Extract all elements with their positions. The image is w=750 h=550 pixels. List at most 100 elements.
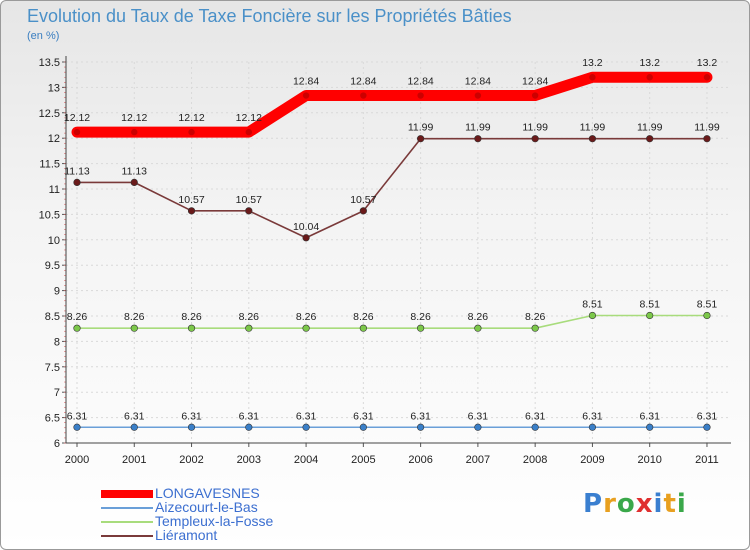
data-label-li-ramont: 11.99 (580, 122, 606, 134)
legend-swatch (101, 490, 153, 498)
series-layer (71, 71, 713, 431)
y-tick-label: 13.5 (39, 57, 60, 69)
data-point-templeux-la-fosse (302, 324, 310, 332)
data-point-li-ramont (531, 135, 539, 143)
data-label-longavesnes: 12.84 (350, 76, 376, 88)
x-tick-label: 2004 (294, 454, 318, 466)
data-label-aizecourt-le-bas: 6.31 (124, 410, 145, 422)
data-point-templeux-la-fosse (703, 311, 711, 320)
legend-swatch (101, 521, 153, 523)
data-point-longavesnes (703, 74, 711, 81)
y-tick-label: 6 (54, 438, 60, 450)
y-tick-label: 12 (48, 133, 60, 145)
data-label-aizecourt-le-bas: 6.31 (468, 410, 489, 422)
data-label-aizecourt-le-bas: 6.31 (697, 410, 718, 422)
y-tick-label: 12.5 (39, 108, 60, 120)
logo-letter: o (616, 489, 636, 519)
y-tick-label: 10 (48, 235, 60, 247)
data-point-aizecourt-le-bas (73, 423, 81, 431)
data-label-templeux-la-fosse: 8.26 (239, 311, 260, 323)
logo-letter: r (603, 489, 617, 519)
data-label-templeux-la-fosse: 8.51 (697, 298, 718, 310)
data-point-templeux-la-fosse (417, 324, 425, 332)
data-point-aizecourt-le-bas (302, 423, 310, 431)
data-label-li-ramont: 11.13 (64, 165, 90, 177)
data-label-longavesnes: 12.84 (407, 76, 433, 88)
data-point-longavesnes (589, 74, 596, 81)
data-point-longavesnes (531, 92, 539, 99)
data-label-li-ramont: 11.13 (122, 165, 148, 177)
data-point-li-ramont (130, 178, 138, 186)
data-label-templeux-la-fosse: 8.26 (124, 311, 145, 323)
x-tick-label: 2007 (466, 454, 490, 466)
data-point-longavesnes (417, 92, 424, 99)
data-point-templeux-la-fosse (588, 311, 597, 320)
data-point-li-ramont (417, 135, 425, 143)
data-label-longavesnes: 12.12 (178, 112, 204, 124)
data-label-li-ramont: 11.99 (637, 122, 663, 134)
y-tick-label: 8 (54, 336, 60, 348)
data-point-aizecourt-le-bas (703, 423, 711, 431)
data-label-aizecourt-le-bas: 6.31 (525, 410, 546, 422)
data-label-aizecourt-le-bas: 6.31 (410, 410, 431, 422)
data-point-li-ramont (359, 207, 367, 215)
data-label-li-ramont: 10.57 (350, 194, 376, 206)
data-point-templeux-la-fosse (359, 324, 367, 332)
y-tick-label: 13 (48, 82, 60, 94)
data-label-longavesnes: 12.12 (64, 112, 90, 124)
data-label-templeux-la-fosse: 8.51 (582, 298, 603, 310)
data-label-templeux-la-fosse: 8.26 (353, 311, 374, 323)
data-labels: 6.31 6.31 6.31 6.31 6.31 6.31 6.31 6.31 6.31 6.31… (64, 57, 720, 422)
data-label-aizecourt-le-bas: 6.31 (296, 410, 317, 422)
chart-title: Evolution du Taux de Taxe Foncière sur l… (27, 6, 512, 26)
data-label-aizecourt-le-bas: 6.31 (181, 410, 202, 422)
data-label-li-ramont: 11.99 (408, 122, 434, 134)
data-point-templeux-la-fosse (245, 324, 253, 332)
x-tick-label: 2001 (122, 454, 146, 466)
axes: 6 6.5 7 7.5 8 8.5 9 9.5 10 10.5 11 11.5 12 12.5 13 13.5… (39, 56, 731, 466)
data-point-longavesnes (73, 128, 81, 136)
grid (66, 61, 731, 444)
data-point-aizecourt-le-bas (130, 423, 138, 431)
data-label-longavesnes: 13.2 (639, 57, 660, 69)
x-tick-label: 2009 (580, 454, 604, 466)
data-label-templeux-la-fosse: 8.26 (296, 311, 317, 323)
y-tick-label: 7 (54, 387, 60, 399)
proxiti-logo: Proxiti (583, 489, 687, 519)
legend-label: LONGAVESNES (155, 485, 260, 501)
data-label-aizecourt-le-bas: 6.31 (239, 410, 260, 422)
data-point-aizecourt-le-bas (245, 423, 253, 431)
data-label-longavesnes: 12.84 (293, 76, 319, 88)
y-tick-label: 10.5 (39, 209, 60, 221)
x-tick-label: 2010 (637, 454, 661, 466)
data-point-aizecourt-le-bas (417, 423, 425, 431)
y-tick-label: 11.5 (39, 159, 60, 171)
legend-label: Templeux-la-Fosse (155, 513, 274, 529)
data-point-li-ramont (588, 135, 597, 143)
data-point-templeux-la-fosse (73, 324, 81, 332)
y-tick-label: 6.5 (45, 413, 60, 425)
data-label-li-ramont: 11.99 (465, 122, 491, 134)
x-tick-label: 2000 (65, 454, 89, 466)
data-point-templeux-la-fosse (130, 324, 138, 332)
legend-swatch (101, 507, 153, 509)
data-label-templeux-la-fosse: 8.26 (181, 311, 202, 323)
data-point-longavesnes (188, 128, 195, 136)
legend-swatch (101, 535, 153, 537)
data-label-longavesnes: 12.12 (121, 112, 147, 124)
data-label-li-ramont: 11.99 (694, 122, 720, 134)
data-label-templeux-la-fosse: 8.26 (410, 311, 431, 323)
series-line-li-ramont (76, 137, 708, 239)
x-tick-label: 2005 (351, 454, 375, 466)
data-point-templeux-la-fosse (474, 324, 482, 332)
y-tick-label: 11 (49, 184, 60, 196)
data-point-li-ramont (73, 178, 81, 186)
data-point-longavesnes (646, 74, 653, 81)
data-label-templeux-la-fosse: 8.26 (525, 311, 546, 323)
logo-letter: i (653, 489, 664, 519)
data-point-longavesnes (131, 128, 138, 136)
y-tick-label: 9 (54, 286, 60, 298)
data-point-li-ramont (646, 135, 654, 143)
